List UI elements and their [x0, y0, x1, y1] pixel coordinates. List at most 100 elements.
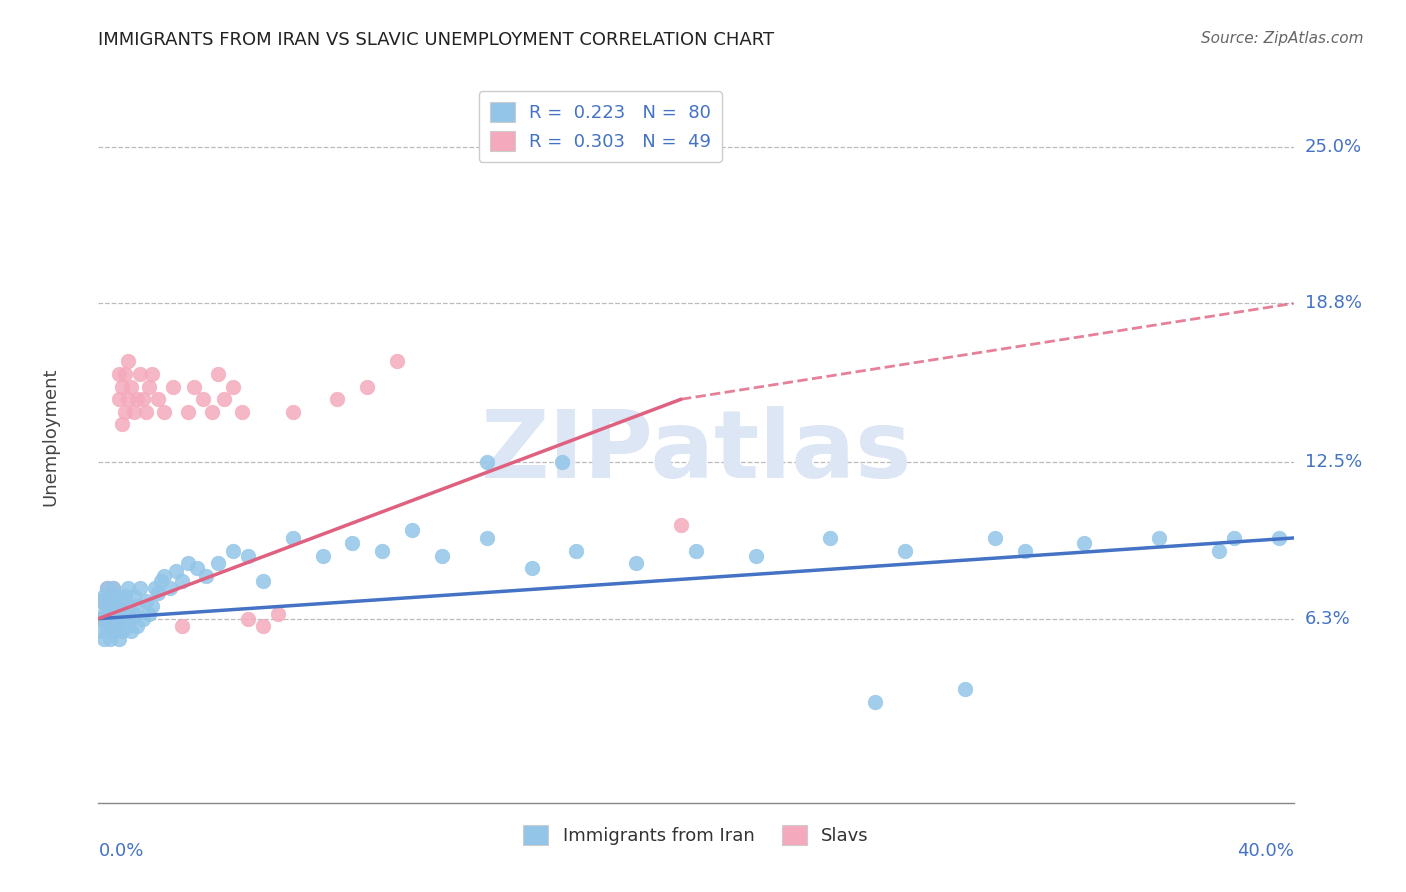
Text: 0.0%: 0.0% — [98, 842, 143, 860]
Point — [127, 392, 149, 407]
Text: IMMIGRANTS FROM IRAN VS SLAVIC UNEMPLOYMENT CORRELATION CHART: IMMIGRANTS FROM IRAN VS SLAVIC UNEMPLOYM… — [98, 31, 775, 49]
Point — [177, 405, 200, 419]
Point — [626, 556, 648, 570]
Point — [984, 531, 1007, 545]
Point — [222, 543, 245, 558]
Point — [98, 594, 122, 608]
Point — [685, 543, 707, 558]
Text: Source: ZipAtlas.com: Source: ZipAtlas.com — [1201, 31, 1364, 46]
Point — [114, 405, 136, 419]
Point — [222, 379, 245, 393]
Point — [108, 599, 131, 613]
Point — [103, 582, 125, 596]
Point — [103, 599, 125, 613]
Legend: Immigrants from Iran, Slavs: Immigrants from Iran, Slavs — [512, 814, 880, 856]
Point — [820, 531, 842, 545]
Point — [565, 543, 588, 558]
Point — [93, 612, 115, 626]
Point — [1073, 536, 1095, 550]
Point — [231, 405, 253, 419]
Point — [105, 619, 128, 633]
Point — [1208, 543, 1230, 558]
Point — [96, 624, 118, 639]
Point — [105, 599, 128, 613]
Point — [430, 549, 453, 563]
Point — [953, 682, 976, 697]
Point — [342, 536, 364, 550]
Point — [108, 367, 131, 381]
Point — [120, 624, 142, 639]
Point — [117, 354, 139, 368]
Text: 40.0%: 40.0% — [1237, 842, 1294, 860]
Point — [153, 405, 176, 419]
Point — [96, 582, 118, 596]
Point — [111, 417, 134, 432]
Point — [236, 549, 259, 563]
Point — [117, 619, 139, 633]
Point — [103, 624, 125, 639]
Point — [124, 607, 146, 621]
Point — [138, 379, 160, 393]
Point — [93, 632, 115, 646]
Point — [550, 455, 572, 469]
Point — [98, 594, 122, 608]
Point — [252, 574, 274, 588]
Point — [103, 582, 125, 596]
Point — [135, 405, 157, 419]
Point — [111, 612, 134, 626]
Text: 12.5%: 12.5% — [1305, 453, 1362, 471]
Point — [207, 556, 229, 570]
Point — [114, 607, 136, 621]
Point — [1014, 543, 1036, 558]
Point — [252, 619, 274, 633]
Point — [111, 624, 134, 639]
Text: 18.8%: 18.8% — [1305, 294, 1361, 312]
Point — [236, 612, 259, 626]
Text: 25.0%: 25.0% — [1305, 138, 1362, 156]
Point — [93, 589, 115, 603]
Point — [127, 619, 149, 633]
Point — [124, 405, 146, 419]
Point — [159, 582, 181, 596]
Point — [96, 599, 118, 613]
Point — [150, 574, 173, 588]
Point — [96, 619, 118, 633]
Point — [1223, 531, 1246, 545]
Text: 6.3%: 6.3% — [1305, 609, 1350, 628]
Point — [124, 589, 146, 603]
Point — [96, 599, 118, 613]
Point — [114, 589, 136, 603]
Point — [745, 549, 768, 563]
Point — [135, 594, 157, 608]
Point — [281, 531, 304, 545]
Point — [401, 524, 423, 538]
Point — [177, 556, 200, 570]
Point — [326, 392, 349, 407]
Point — [96, 582, 118, 596]
Point — [141, 599, 163, 613]
Point — [90, 612, 112, 626]
Text: ZIPatlas: ZIPatlas — [481, 406, 911, 498]
Point — [117, 599, 139, 613]
Point — [385, 354, 409, 368]
Point — [148, 586, 170, 600]
Point — [114, 367, 136, 381]
Point — [195, 569, 218, 583]
Point — [98, 632, 122, 646]
Point — [183, 379, 205, 393]
Point — [98, 612, 122, 626]
Point — [165, 564, 187, 578]
Point — [90, 612, 112, 626]
Point — [129, 582, 152, 596]
Point — [117, 392, 139, 407]
Point — [93, 594, 115, 608]
Point — [120, 612, 142, 626]
Point — [105, 607, 128, 621]
Point — [108, 619, 131, 633]
Point — [111, 379, 134, 393]
Text: Unemployment: Unemployment — [42, 368, 59, 507]
Point — [93, 607, 115, 621]
Point — [172, 619, 194, 633]
Point — [108, 632, 131, 646]
Point — [132, 392, 155, 407]
